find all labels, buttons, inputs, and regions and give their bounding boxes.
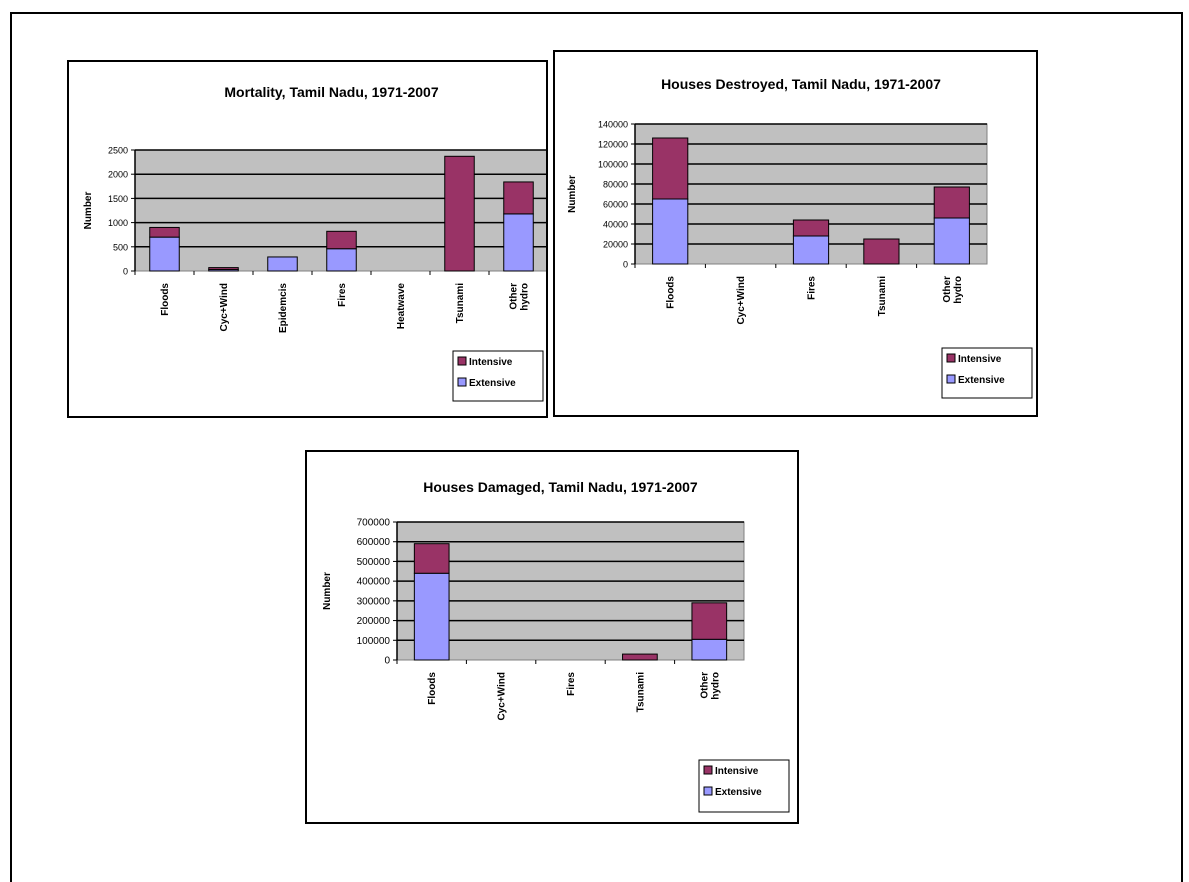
- y-tick-label: 0: [384, 656, 390, 667]
- x-category-label-line: hydro: [520, 283, 531, 311]
- legend-box: [698, 759, 790, 813]
- y-tick-label: 500000: [357, 557, 391, 568]
- bar-extensive-floods: [652, 198, 689, 265]
- bar-extensive-floods: [413, 572, 450, 661]
- bar-extensive-other-hydro: [691, 638, 728, 661]
- x-category-label: Epidemcis: [278, 283, 289, 333]
- y-tick-label: 60000: [603, 200, 628, 210]
- y-tick-label: 120000: [598, 140, 628, 150]
- legend-swatch-extensive: [703, 786, 713, 796]
- legend-label-extensive: Extensive: [715, 787, 762, 798]
- chart-mortality: Mortality, Tamil Nadu, 1971-2007 0 500 1000…: [67, 60, 548, 418]
- y-tick-label: 100000: [598, 160, 628, 170]
- y-tick-label: 1500: [108, 194, 128, 204]
- chart-title: Houses Destroyed, Tamil Nadu, 1971-2007: [661, 76, 941, 92]
- y-tick-label: 80000: [603, 180, 628, 190]
- chart-houses-damaged: Houses Damaged, Tamil Nadu, 1971-2007 0 10…: [305, 450, 799, 824]
- y-axis-label: Number: [83, 192, 94, 230]
- mortality-chart-svg: Mortality, Tamil Nadu, 1971-2007 0 500 1000…: [83, 84, 546, 402]
- y-tick-label: 300000: [357, 596, 391, 607]
- bar-intensive-fires: [792, 219, 830, 237]
- y-tick-label: 600000: [357, 537, 391, 548]
- bar-intensive-other-hydro: [503, 181, 534, 215]
- bar-extensive-floods: [149, 236, 180, 272]
- houses-destroyed-chart-svg: Houses Destroyed, Tamil Nadu, 1971-2007 0…: [567, 76, 1033, 399]
- x-category-label: Floods: [666, 276, 677, 309]
- bar-extensive-fires: [326, 248, 357, 272]
- y-tick-label: 2000: [108, 170, 128, 180]
- chart-title: Mortality, Tamil Nadu, 1971-2007: [224, 84, 438, 100]
- x-category-label: Fires: [566, 672, 577, 696]
- bar-extensive-epidemcis: [267, 256, 298, 272]
- chart-houses-destroyed: Houses Destroyed, Tamil Nadu, 1971-2007 0…: [553, 50, 1038, 417]
- bar-intensive-fires: [326, 230, 357, 250]
- page-frame: [10, 12, 1183, 882]
- y-tick-label: 2500: [108, 146, 128, 156]
- bar-extensive-fires: [792, 235, 830, 265]
- bar-extensive-other-hydro: [933, 217, 970, 265]
- x-category-label-line: Other: [509, 283, 520, 310]
- bar-intensive-cyc-wind: [208, 267, 239, 271]
- bar-intensive-other-hydro: [691, 602, 728, 640]
- legend-swatch-intensive: [703, 765, 713, 775]
- bar-intensive-tsunami: [444, 155, 475, 272]
- y-tick-label: 0: [123, 267, 128, 277]
- chart-title: Houses Damaged, Tamil Nadu, 1971-2007: [423, 479, 698, 495]
- y-tick-label: 20000: [603, 240, 628, 250]
- y-axis-label: Number: [567, 175, 578, 213]
- bar-intensive-floods: [652, 137, 689, 200]
- y-tick-label: 1000: [108, 218, 128, 228]
- y-tick-label: 700000: [357, 518, 391, 529]
- x-category-label: Floods: [160, 283, 171, 316]
- x-category-label: Heatwave: [396, 283, 407, 330]
- y-axis-label: Number: [322, 572, 333, 610]
- bar-intensive-floods: [149, 226, 180, 238]
- legend-box: [452, 350, 544, 402]
- plot-area: [396, 521, 745, 661]
- bar-extensive-other-hydro: [503, 213, 534, 272]
- legend-box: [941, 347, 1033, 399]
- bar-intensive-tsunami: [622, 653, 658, 661]
- legend-swatch-intensive: [457, 356, 467, 366]
- x-category-label-line: Other: [942, 276, 953, 303]
- legend-label-extensive: Extensive: [469, 378, 516, 389]
- x-category-label: Fires: [807, 276, 818, 300]
- y-tick-label: 200000: [357, 616, 391, 627]
- x-category-label: Tsunami: [635, 672, 646, 713]
- x-category-label: Fires: [337, 283, 348, 307]
- houses-damaged-chart-svg: Houses Damaged, Tamil Nadu, 1971-2007 0 10…: [322, 479, 790, 813]
- legend-label-intensive: Intensive: [958, 354, 1002, 365]
- x-category-label: Floods: [427, 672, 438, 705]
- legend-swatch-intensive: [946, 353, 956, 363]
- x-category-label: Tsunami: [455, 283, 466, 324]
- y-tick-label: 400000: [357, 577, 391, 588]
- legend-swatch-extensive: [946, 374, 956, 384]
- x-category-label-line: hydro: [710, 672, 721, 700]
- y-tick-label: 500: [113, 242, 128, 252]
- legend-label-intensive: Intensive: [469, 357, 513, 368]
- legend-label-extensive: Extensive: [958, 375, 1005, 386]
- legend-label-intensive: Intensive: [715, 766, 759, 777]
- y-tick-label: 140000: [598, 120, 628, 130]
- x-category-label: Otherhydro: [699, 672, 721, 700]
- x-category-label-line: Other: [699, 672, 710, 699]
- x-category-label: Tsunami: [877, 276, 888, 317]
- y-tick-label: 100000: [357, 636, 391, 647]
- legend-swatch-extensive: [457, 377, 467, 387]
- x-category-label: Cyc+Wind: [736, 276, 747, 325]
- bar-intensive-floods: [413, 543, 450, 574]
- y-tick-label: 0: [623, 260, 628, 270]
- x-category-label: Otherhydro: [942, 276, 964, 304]
- bar-intensive-other-hydro: [933, 186, 970, 219]
- x-category-label: Cyc+Wind: [497, 672, 508, 721]
- bar-intensive-tsunami: [863, 238, 900, 265]
- x-category-label-line: hydro: [953, 276, 964, 304]
- x-category-label: Cyc+Wind: [219, 283, 230, 332]
- x-category-label: Otherhydro: [509, 283, 531, 311]
- y-tick-label: 40000: [603, 220, 628, 230]
